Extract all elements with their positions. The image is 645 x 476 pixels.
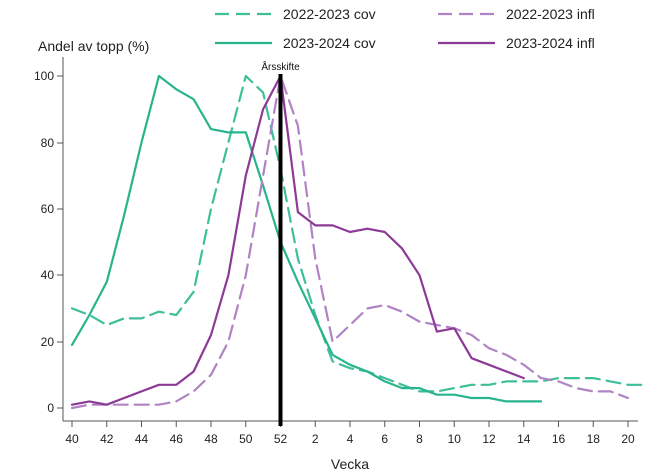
y-tick-label: 20 [41, 335, 55, 349]
y-tick-label: 60 [41, 202, 55, 216]
x-tick-label: 48 [204, 432, 218, 446]
x-tick-label: 16 [552, 432, 566, 446]
x-tick-label: 46 [170, 432, 184, 446]
y-tick-label: 40 [41, 268, 55, 282]
series-layer [70, 74, 645, 410]
legend-label-2022-2023-cov: 2022-2023 cov [283, 6, 376, 22]
x-tick-label: 2 [312, 432, 319, 446]
legend-label-2023-2024-cov: 2023-2024 cov [283, 35, 376, 51]
y-tick-label: 100 [34, 69, 54, 83]
x-tick-label: 44 [135, 432, 149, 446]
y-tick-label: 0 [47, 401, 54, 415]
year-change-label: Årsskifte [261, 60, 300, 73]
x-tick-label: 40 [65, 432, 79, 446]
x-tick-label: 18 [587, 432, 601, 446]
y-tick-label: 80 [41, 136, 55, 150]
x-tick-label: 20 [621, 432, 635, 446]
x-tick-label: 52 [274, 432, 288, 446]
series-line-2023-2024-cov [70, 74, 543, 403]
x-tick-label: 42 [100, 432, 114, 446]
legend-label-2022-2023-infl: 2022-2023 infl [506, 6, 595, 22]
x-tick-label: 50 [239, 432, 253, 446]
x-tick-label: 12 [482, 432, 496, 446]
series-line-2022-2023-cov [70, 74, 645, 393]
x-tick-label: 14 [517, 432, 531, 446]
legend: 2022-2023 cov 2023-2024 cov 2022-2023 in… [215, 6, 595, 51]
x-tick-label: 8 [416, 432, 423, 446]
legend-label-2023-2024-infl: 2023-2024 infl [506, 35, 595, 51]
series-line-2023-2024-infl [70, 74, 525, 406]
x-axis-title: Vecka [331, 456, 369, 472]
y-ticks: 0 20 40 60 80 100 [34, 69, 63, 415]
series-line-2022-2023-infl [70, 74, 630, 410]
x-tick-label: 4 [347, 432, 354, 446]
x-ticks: 40 42 44 46 48 50 52 2 4 6 8 10 12 [65, 421, 635, 446]
x-tick-label: 10 [448, 432, 462, 446]
x-tick-label: 6 [381, 432, 388, 446]
y-axis-title: Andel av topp (%) [38, 38, 149, 54]
